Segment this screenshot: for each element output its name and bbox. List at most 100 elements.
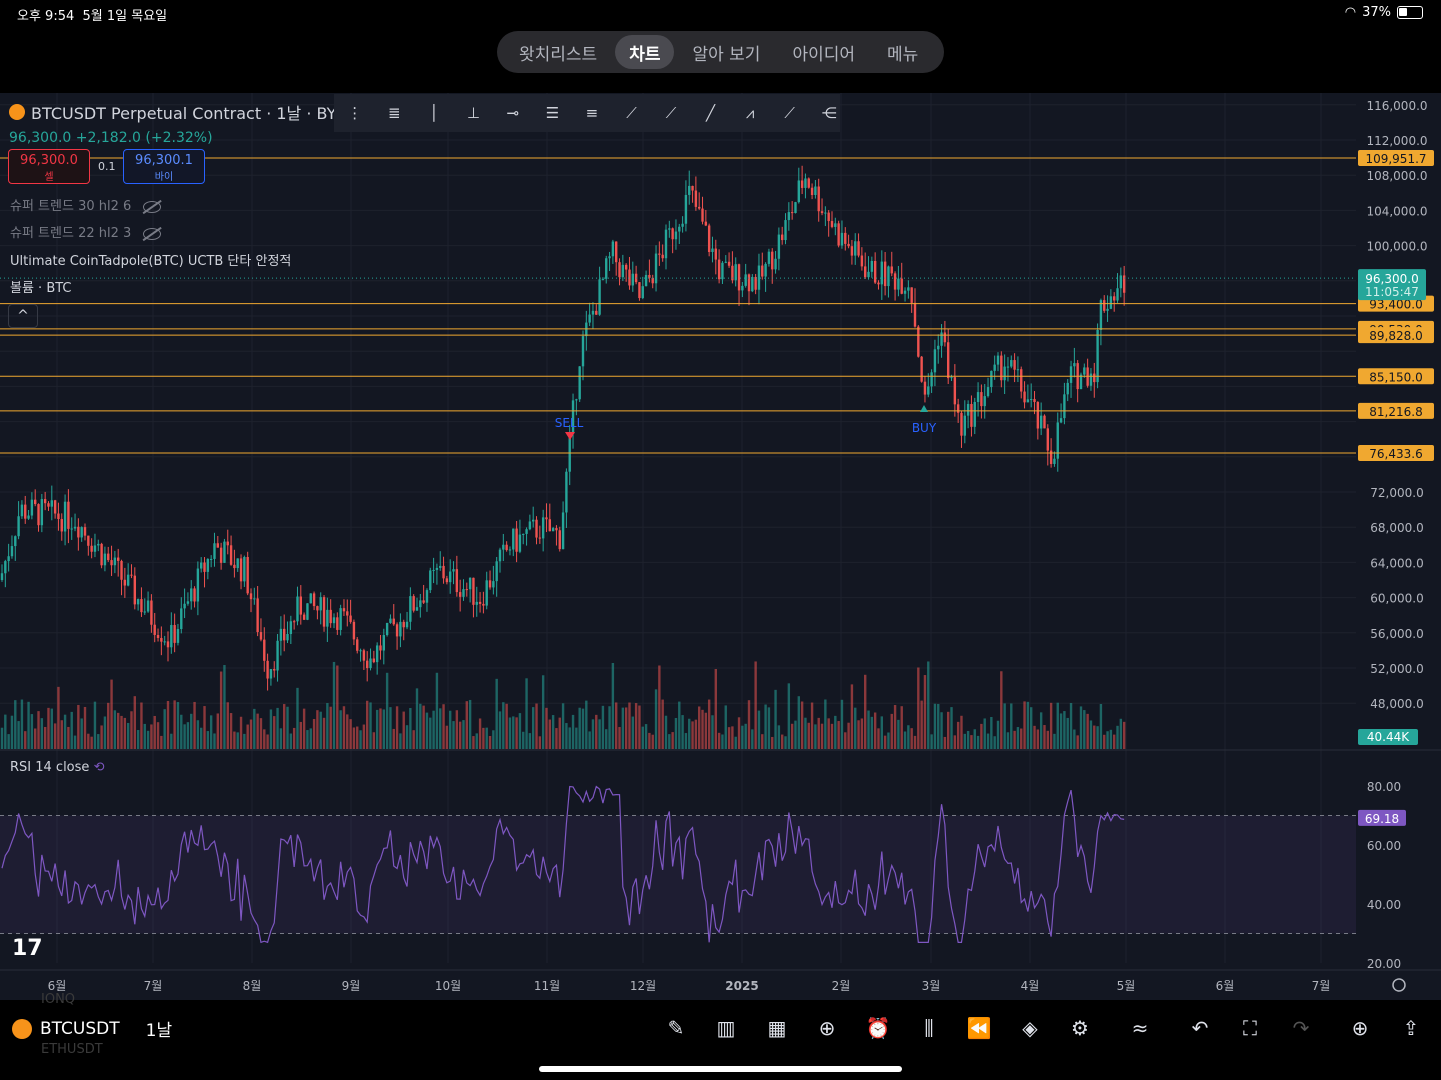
candle-body [638, 282, 641, 299]
trend-line-icon[interactable]: ⟋ [626, 104, 637, 122]
tab-watchlist[interactable]: 왓치리스트 [519, 44, 598, 65]
share-icon[interactable]: ⇪ [1402, 1016, 1420, 1040]
candle-body [787, 212, 791, 221]
candle-body [120, 560, 123, 580]
tab-ideas[interactable]: 아이디어 [792, 44, 856, 65]
drag-handle-icon[interactable]: ⋮ [347, 104, 363, 122]
candle-body [761, 265, 764, 277]
candle-icon[interactable]: ⫼ [924, 1016, 934, 1040]
symbol-selector[interactable]: BTCUSDT 1날 [12, 1016, 172, 1041]
settings-sliders-icon[interactable]: ⚙ [1071, 1016, 1089, 1040]
indicator-uctb[interactable]: Ultimate CoinTadpole(BTC) UCTB 단타 안정적 [10, 254, 292, 269]
volume-bar [937, 703, 940, 749]
order-qty[interactable]: 0.1 [98, 160, 116, 173]
indicator-volume[interactable]: 볼륨 · BTC [10, 281, 72, 296]
volume-bar [1016, 727, 1020, 749]
volume-bar [724, 705, 727, 749]
trend-angle-icon[interactable]: ⟋ [665, 104, 677, 122]
chart-type-icon[interactable]: ▥ [716, 1016, 736, 1040]
ray-line-icon[interactable]: ╱ [706, 104, 716, 122]
volume-bar [973, 729, 976, 749]
volume-bar [93, 701, 97, 749]
sell-button[interactable]: 96,300.0 셀 [8, 149, 90, 184]
layout-grid-icon[interactable]: ▦ [767, 1016, 787, 1040]
volume-bar [933, 703, 937, 749]
parallel-channel-icon[interactable]: ☰ [545, 104, 560, 122]
price-axis-tick: 68,000.0 [1370, 521, 1423, 535]
elliott-wave-icon[interactable]: ⩘ [745, 104, 755, 122]
collapse-legend-button[interactable]: ^ [8, 304, 38, 328]
symbol-name[interactable]: BTCUSDT [40, 1018, 120, 1039]
candle-body [621, 264, 625, 278]
candle-body [37, 504, 40, 526]
tab-chart[interactable]: 차트 [615, 35, 675, 69]
volume-bar [631, 716, 634, 749]
volume-bar [618, 727, 621, 749]
volume-bar [1010, 703, 1013, 749]
settings-gear-icon[interactable] [1392, 978, 1406, 992]
volume-bar [445, 725, 449, 749]
vertical-line-icon[interactable]: │ [429, 104, 439, 122]
candle-body [452, 569, 455, 572]
symbol-title[interactable]: BTCUSDT Perpetual Contract · 1날 · BYI [31, 104, 342, 123]
volume-bar [877, 728, 880, 749]
candle-body [790, 212, 794, 214]
hidden-eye-icon[interactable] [143, 227, 162, 240]
fib-channel-icon[interactable]: ≡ [585, 104, 599, 122]
volume-bar [70, 711, 73, 749]
fib-retracement-icon[interactable]: ≣ [388, 104, 401, 122]
candle-body [867, 271, 870, 278]
chart-area[interactable]: 109,951.793,400.090,530.089,828.085,150.… [0, 93, 1441, 1000]
undo-icon[interactable]: ↶ [1191, 1016, 1209, 1040]
add-alert-icon[interactable]: ⊕ [1351, 1016, 1369, 1040]
volume-bar [153, 715, 156, 749]
redo-icon[interactable]: ↷ [1292, 1016, 1310, 1040]
buy-button[interactable]: 96,300.1 바이 [123, 149, 205, 184]
tab-explore[interactable]: 알아 보기 [692, 44, 761, 65]
volume-bar [399, 733, 402, 749]
draw-pen-icon[interactable]: ✎ [667, 1016, 685, 1040]
candle-body [356, 639, 359, 651]
indicator-supertrend-1[interactable]: 슈퍼 트렌드 30 hl2 6 [10, 195, 162, 214]
volume-bar [741, 725, 744, 749]
candle-body [605, 258, 608, 279]
extended-line-icon[interactable]: ⟋ [784, 104, 795, 122]
compare-icon[interactable]: ≈ [1131, 1016, 1149, 1040]
fullscreen-icon[interactable]: ⛶ [1243, 1016, 1257, 1040]
candle-body [721, 262, 724, 280]
interval-selector[interactable]: 1날 [145, 1021, 173, 1041]
candle-body [156, 634, 160, 638]
alert-clock-icon[interactable]: ⏰ [865, 1016, 891, 1040]
volume-bar [993, 736, 996, 749]
candle-body [678, 226, 681, 232]
price-chart-canvas[interactable]: 109,951.793,400.090,530.089,828.085,150.… [0, 93, 1441, 1000]
volume-bar [1030, 707, 1033, 749]
layers-icon[interactable]: ◈ [1022, 1016, 1038, 1040]
candle-body [233, 564, 236, 569]
candle-body [113, 557, 117, 566]
hidden-eye-icon[interactable] [143, 200, 162, 213]
volume-bar [458, 721, 462, 749]
volume-bar [913, 735, 917, 749]
candle-body [681, 223, 684, 227]
price-axis-tick: 104,000.0 [1366, 204, 1427, 218]
pitchfork-icon[interactable]: ⋲ [821, 104, 837, 122]
volume-bar [820, 723, 824, 749]
candle-body [555, 528, 558, 531]
tab-menu[interactable]: 메뉴 [887, 44, 919, 65]
ghost-symbol-top: IONQ [41, 992, 76, 1007]
indicator-supertrend-2[interactable]: 슈퍼 트렌드 22 hl2 3 [10, 222, 162, 241]
volume-bar [624, 707, 628, 749]
time-axis-tick: 5월 [1117, 979, 1136, 993]
horizontal-ray-icon[interactable]: ⊸ [506, 104, 520, 122]
volume-bar [737, 717, 741, 749]
candle-body [608, 256, 611, 259]
add-indicator-icon[interactable]: ⊕ [818, 1016, 836, 1040]
candle-body [213, 543, 216, 559]
refresh-icon[interactable]: ⟲ [93, 760, 105, 775]
price-range-icon[interactable]: ⊥ [466, 104, 480, 122]
rsi-label[interactable]: RSI 14 close ⟲ [10, 760, 105, 775]
candle-body [820, 211, 824, 214]
candle-body [561, 512, 565, 550]
replay-icon[interactable]: ⏪ [966, 1016, 992, 1040]
